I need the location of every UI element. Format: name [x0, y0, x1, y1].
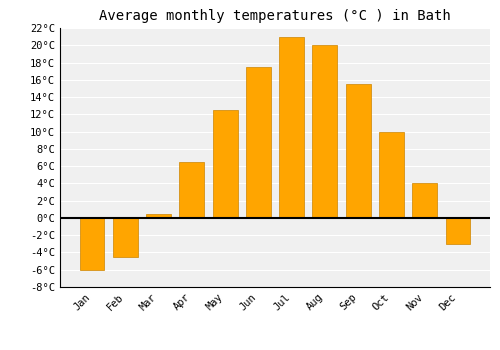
Title: Average monthly temperatures (°C ) in Bath: Average monthly temperatures (°C ) in Ba… — [99, 9, 451, 23]
Bar — [312, 45, 338, 218]
Bar — [80, 218, 104, 270]
Bar — [346, 84, 370, 218]
Bar — [246, 67, 271, 218]
Bar — [379, 132, 404, 218]
Bar — [446, 218, 470, 244]
Bar — [279, 37, 304, 218]
Bar — [412, 183, 437, 218]
Bar — [113, 218, 138, 257]
Bar — [212, 110, 238, 218]
Bar — [146, 214, 171, 218]
Bar — [180, 162, 204, 218]
